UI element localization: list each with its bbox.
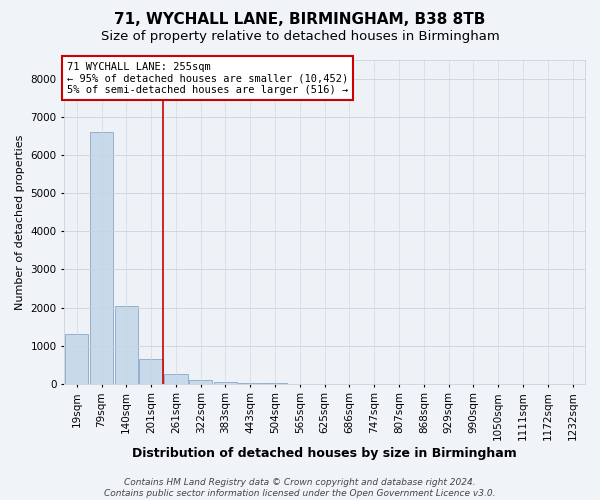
Text: Size of property relative to detached houses in Birmingham: Size of property relative to detached ho…: [101, 30, 499, 43]
Text: Contains HM Land Registry data © Crown copyright and database right 2024.
Contai: Contains HM Land Registry data © Crown c…: [104, 478, 496, 498]
Bar: [115, 306, 138, 384]
Y-axis label: Number of detached properties: Number of detached properties: [15, 134, 25, 310]
Text: 71 WYCHALL LANE: 255sqm
← 95% of detached houses are smaller (10,452)
5% of semi: 71 WYCHALL LANE: 255sqm ← 95% of detache…: [67, 62, 348, 95]
X-axis label: Distribution of detached houses by size in Birmingham: Distribution of detached houses by size …: [132, 447, 517, 460]
Bar: [189, 380, 212, 384]
Bar: [139, 359, 163, 384]
Bar: [164, 374, 188, 384]
Text: 71, WYCHALL LANE, BIRMINGHAM, B38 8TB: 71, WYCHALL LANE, BIRMINGHAM, B38 8TB: [115, 12, 485, 28]
Bar: [214, 382, 237, 384]
Bar: [65, 334, 88, 384]
Bar: [90, 132, 113, 384]
